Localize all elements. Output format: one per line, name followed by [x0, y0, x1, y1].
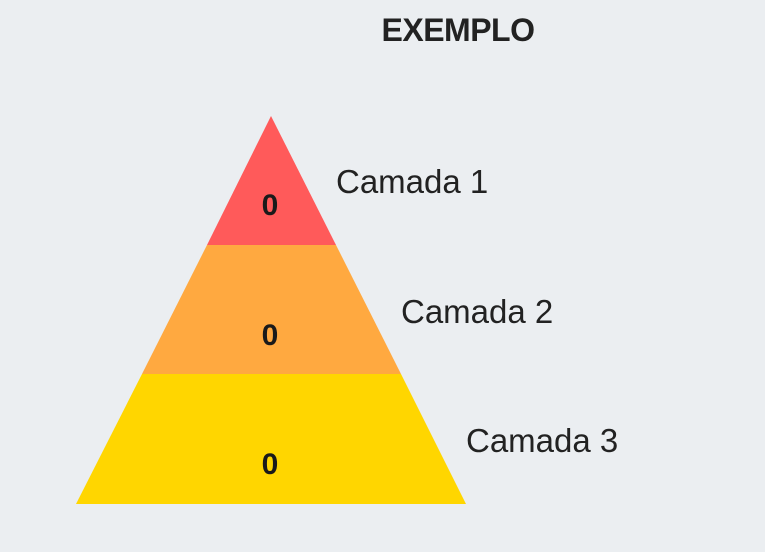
pyramid-layer-1-value: 0 [262, 189, 279, 222]
pyramid-layer-2-value: 0 [262, 319, 279, 352]
pyramid-layer-1 [207, 116, 336, 245]
pyramid-layer-3 [76, 374, 466, 504]
pyramid-layer-3-label: Camada 3 [466, 422, 618, 459]
pyramid-layer-2 [142, 245, 401, 374]
diagram-title: EXEMPLO [381, 12, 535, 48]
pyramid-layer-1-label: Camada 1 [336, 163, 488, 200]
pyramid-layer-2-label: Camada 2 [401, 293, 553, 330]
pyramid-layer-3-value: 0 [262, 448, 279, 481]
